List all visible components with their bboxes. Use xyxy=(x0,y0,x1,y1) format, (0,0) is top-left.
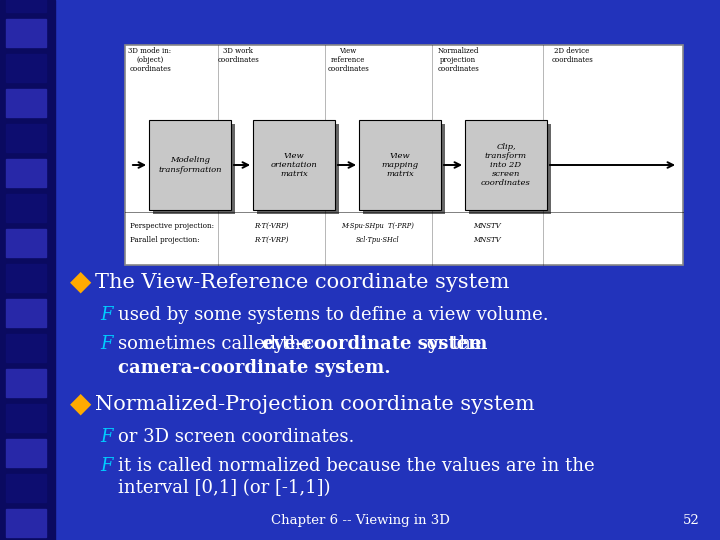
Bar xyxy=(149,120,231,210)
Bar xyxy=(6,439,46,467)
Text: Normalized
projection
coordinates: Normalized projection coordinates xyxy=(437,47,479,73)
Bar xyxy=(469,124,551,214)
Text: View
reference
coordinates: View reference coordinates xyxy=(327,47,369,73)
Text: 2D device
coordinates: 2D device coordinates xyxy=(551,47,593,64)
Text: sometimes called the: sometimes called the xyxy=(118,335,318,353)
Bar xyxy=(0,0,55,540)
Text: View
mapping
matrix: View mapping matrix xyxy=(382,152,418,178)
Text: R·T(-VRP): R·T(-VRP) xyxy=(253,222,288,230)
Text: Perspective projection:: Perspective projection: xyxy=(130,222,214,230)
Bar xyxy=(6,334,46,362)
Text: F: F xyxy=(100,306,112,324)
Bar xyxy=(6,19,46,47)
Text: Modeling
transformation: Modeling transformation xyxy=(158,157,222,173)
Text: Chapter 6 -- Viewing in 3D: Chapter 6 -- Viewing in 3D xyxy=(271,514,449,527)
Bar xyxy=(6,124,46,152)
Text: 52: 52 xyxy=(683,514,700,527)
Text: ◆: ◆ xyxy=(70,390,91,418)
Text: Normalized-Projection coordinate system: Normalized-Projection coordinate system xyxy=(95,395,535,414)
Bar xyxy=(363,124,445,214)
Bar xyxy=(6,509,46,537)
Text: F: F xyxy=(100,457,112,475)
Text: M·Spu·SHpu  T(-PRP): M·Spu·SHpu T(-PRP) xyxy=(341,222,415,230)
Bar xyxy=(6,229,46,257)
Text: The View-Reference coordinate system: The View-Reference coordinate system xyxy=(95,273,510,292)
Text: interval [0,1] (or [-1,1]): interval [0,1] (or [-1,1]) xyxy=(118,479,330,497)
Bar xyxy=(153,124,235,214)
Text: or 3D screen coordinates.: or 3D screen coordinates. xyxy=(118,428,354,446)
Bar xyxy=(6,299,46,327)
Bar xyxy=(253,120,335,210)
Text: Clip,
transform
into 2D
screen
coordinates: Clip, transform into 2D screen coordinat… xyxy=(481,143,531,187)
Bar xyxy=(6,369,46,397)
Text: MNSTV: MNSTV xyxy=(473,236,501,244)
Text: F: F xyxy=(100,428,112,446)
Text: it is called normalized because the values are in the: it is called normalized because the valu… xyxy=(118,457,595,475)
Text: R·T(-VRP): R·T(-VRP) xyxy=(253,236,288,244)
Text: 3D work
coordinates: 3D work coordinates xyxy=(217,47,259,64)
Bar xyxy=(359,120,441,210)
Bar xyxy=(257,124,339,214)
Bar xyxy=(6,264,46,292)
Bar xyxy=(6,404,46,432)
Bar xyxy=(6,474,46,502)
Text: Scl·Tpu·SHcl: Scl·Tpu·SHcl xyxy=(356,236,400,244)
Bar xyxy=(465,120,547,210)
Text: View
orientation
matrix: View orientation matrix xyxy=(271,152,318,178)
Text: or the: or the xyxy=(421,335,482,353)
Text: F: F xyxy=(100,335,112,353)
Text: MNSTV: MNSTV xyxy=(473,222,501,230)
Text: used by some systems to define a view volume.: used by some systems to define a view vo… xyxy=(118,306,549,324)
Bar xyxy=(6,89,46,117)
Bar xyxy=(6,0,46,12)
Text: eye-coordinate system: eye-coordinate system xyxy=(262,335,487,353)
Text: 3D mode in:
(object)
coordinates: 3D mode in: (object) coordinates xyxy=(128,47,171,73)
Text: camera-coordinate system.: camera-coordinate system. xyxy=(118,359,391,377)
Bar xyxy=(125,45,683,265)
Bar xyxy=(6,54,46,82)
Bar xyxy=(6,194,46,222)
Bar xyxy=(6,159,46,187)
Text: Parallel projection:: Parallel projection: xyxy=(130,236,199,244)
Text: ◆: ◆ xyxy=(70,268,91,296)
